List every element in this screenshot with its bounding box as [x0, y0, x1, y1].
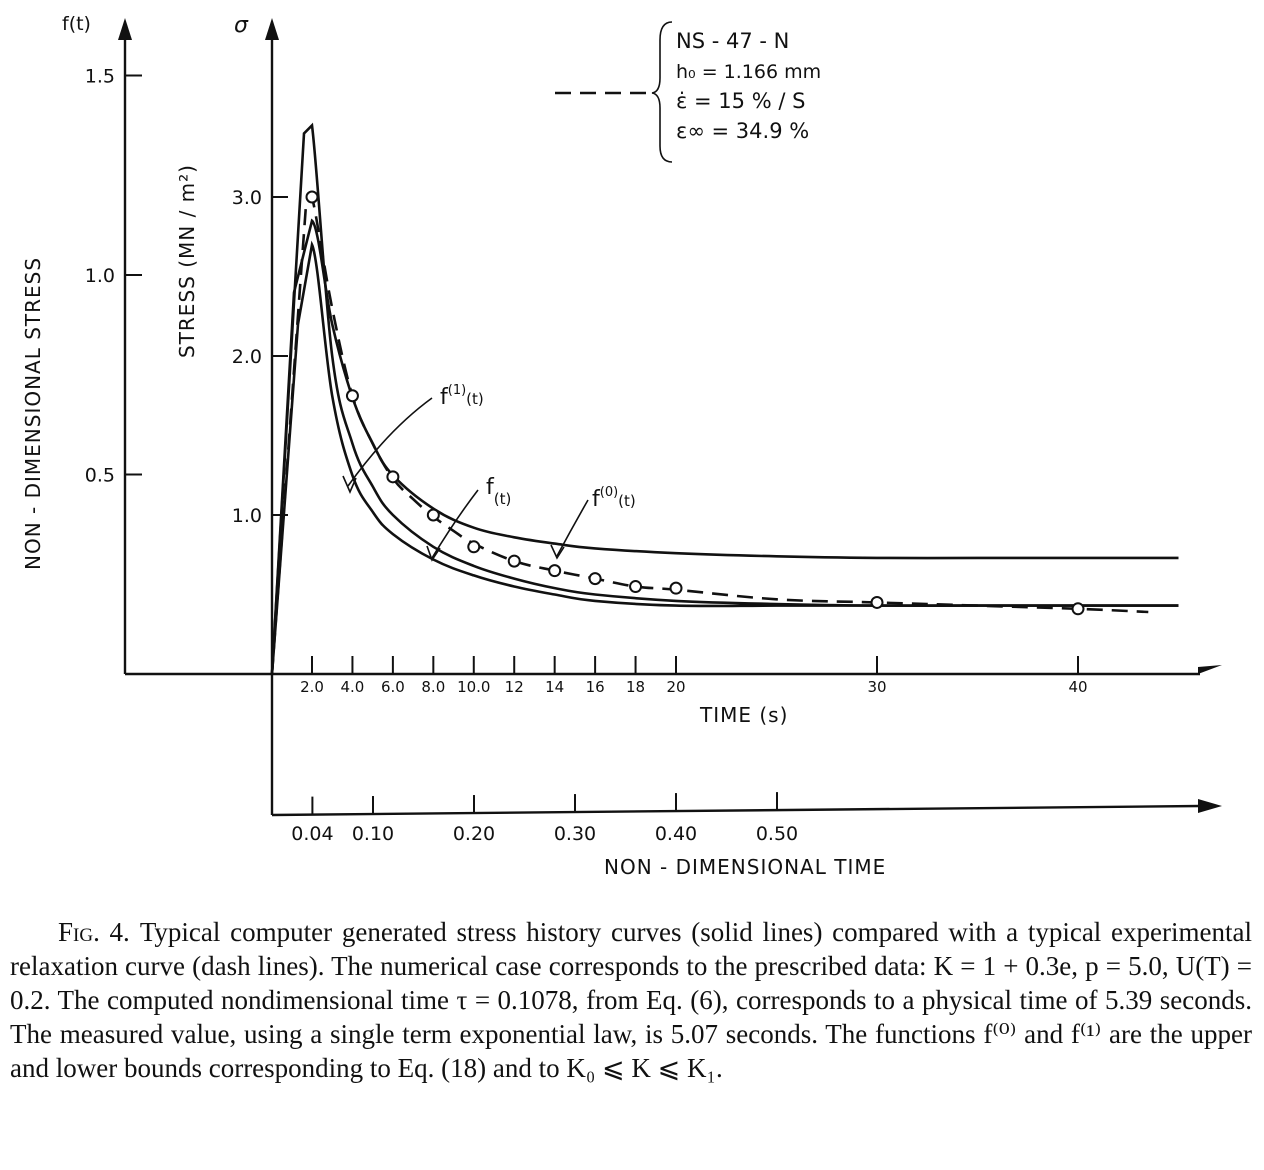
time-tick-label: 6.0 — [381, 678, 405, 696]
time-tick-label: 2.0 — [300, 678, 324, 696]
series-f-curve — [270, 122, 1179, 675]
legend-line-4: ε∞ = 34.9 % — [676, 119, 809, 143]
nondim-time-tick-label: 0.30 — [554, 823, 596, 845]
experimental-point — [629, 580, 643, 594]
sigma-axis-symbol: σ — [234, 13, 249, 38]
left-inner-axis-arrow — [265, 18, 279, 40]
chart-curves — [270, 21, 1179, 675]
nondim-time-tick-label: 0.50 — [756, 823, 798, 845]
experimental-point — [507, 554, 521, 568]
left-outer-tick-label: 1.5 — [85, 66, 115, 88]
left-outer-axis-label: NON - DIMENSIONAL STRESS — [21, 257, 45, 570]
caption-figure-label: Fig. 4. — [58, 917, 130, 947]
time-tick-label: 16 — [586, 678, 605, 696]
legend: NS - 47 - N h₀ = 1.166 mm ε̇ = 15 % / S … — [676, 29, 821, 143]
legend-brace — [651, 21, 673, 163]
nondim-time-tick-label: 0.04 — [291, 823, 333, 845]
left-inner-axis-label: STRESS (MN / m²) — [175, 164, 199, 358]
chart-axes — [118, 18, 1222, 817]
nondim-time-tick-label: 0.40 — [655, 823, 697, 845]
left-inner-tick-label: 1.0 — [232, 505, 262, 527]
time-tick-label: 4.0 — [341, 678, 365, 696]
series-f0-curve — [270, 218, 1179, 675]
experimental-point — [548, 564, 562, 578]
f-of-t-axis-symbol: f(t) — [62, 13, 91, 35]
experimental-point — [1071, 602, 1085, 616]
time-tick-label: 18 — [626, 678, 645, 696]
relaxation-chart: 0.5 1.0 1.5 1.0 2.0 3.0 2.0 4.0 6.0 8.0 10.0 12 14 16… — [21, 13, 1222, 879]
time-tick-label: 20 — [666, 678, 685, 696]
experimental-point — [669, 581, 683, 595]
left-outer-tick-label: 0.5 — [85, 465, 115, 487]
curve-label-f: f(t) — [486, 475, 511, 508]
experimental-point — [386, 470, 400, 484]
time-tick-label: 30 — [867, 678, 886, 696]
left-outer-axis-arrow — [118, 18, 132, 40]
curve-label-f0: f(0)(t) — [592, 485, 636, 512]
leader-f-arrowhead — [426, 545, 441, 562]
experimental-point — [426, 508, 440, 522]
leader-f1 — [347, 397, 433, 487]
leader-f0 — [556, 499, 589, 557]
time-tick-label: 12 — [505, 678, 524, 696]
nondim-time-axis-arrow — [1198, 799, 1222, 813]
time-tick-label: 10.0 — [457, 678, 490, 696]
nondim-time-axis-label: NON - DIMENSIONAL TIME — [604, 855, 886, 879]
curve-label-f1: f(1)(t) — [440, 383, 484, 410]
time-tick-label: 8.0 — [421, 678, 445, 696]
leader-f0-arrowhead — [550, 544, 565, 560]
legend-line-3: ε̇ = 15 % / S — [676, 89, 805, 113]
time-tick-label: 40 — [1068, 678, 1087, 696]
legend-line-1: NS - 47 - N — [676, 29, 789, 53]
time-tick-label: 14 — [545, 678, 564, 696]
chart-texts: f(t) σ NON - DIMENSIONAL STRESS STRESS (… — [21, 13, 886, 879]
leader-f — [431, 489, 479, 559]
figure-caption: Fig. 4. Typical computer generated stress… — [10, 915, 1252, 1085]
experimental-point — [345, 389, 359, 403]
left-inner-tick-label: 3.0 — [232, 187, 262, 209]
experimental-point — [467, 540, 481, 554]
nondim-time-axis — [271, 804, 1201, 817]
experimental-point — [588, 572, 602, 586]
time-axis-label: TIME (s) — [699, 703, 788, 727]
nondim-time-tick-label: 0.20 — [453, 823, 495, 845]
chart-ticks: 0.5 1.0 1.5 1.0 2.0 3.0 2.0 4.0 6.0 8.0 10.0 12 14 16… — [85, 66, 1088, 846]
time-axis-arrow — [1198, 665, 1222, 674]
left-inner-tick-label: 2.0 — [232, 346, 262, 368]
chart-points — [305, 190, 1085, 616]
series-f1-curve — [270, 240, 1179, 675]
leader-f1-arrowhead — [342, 475, 357, 495]
left-outer-tick-label: 1.0 — [85, 265, 115, 287]
experimental-point — [305, 190, 319, 204]
legend-line-2: h₀ = 1.166 mm — [676, 61, 821, 83]
caption-text: Typical computer generated stress histor… — [10, 917, 1252, 1083]
experimental-point — [870, 595, 884, 609]
nondim-time-tick-label: 0.10 — [352, 823, 394, 845]
